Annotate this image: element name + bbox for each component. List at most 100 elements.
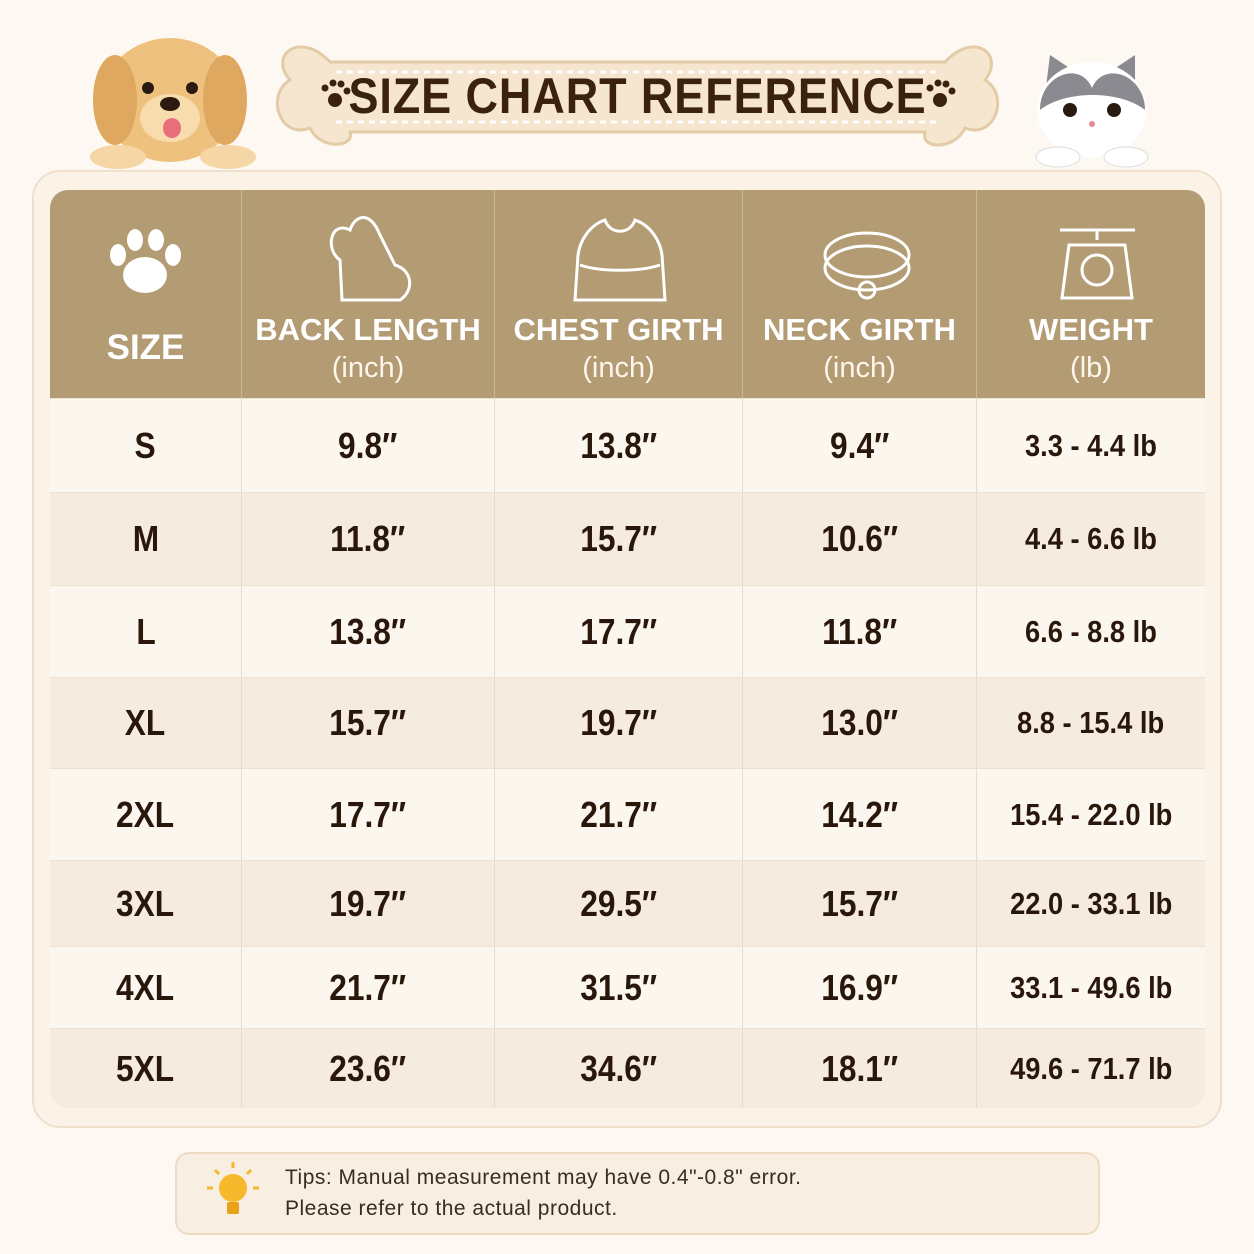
cell-text: 22.0 - 33.1 lb [1009, 885, 1173, 921]
tips-box [175, 1152, 1100, 1235]
table-cell: 19.7″ [242, 861, 495, 946]
dog-icon [329, 216, 411, 302]
paw-icon [110, 229, 181, 293]
cell-text: 4XL [116, 966, 175, 1008]
table-cell: 17.7″ [495, 586, 743, 677]
table-cell: 13.8″ [242, 586, 495, 677]
table-cell: 5XL [50, 1029, 242, 1108]
table-cell: 22.0 - 33.1 lb [977, 861, 1205, 946]
table-cell: 15.7″ [743, 861, 977, 946]
tip-line: Tips: Manual measurement may have 0.4"-0… [285, 1166, 802, 1189]
cell-text: 13.8″ [580, 424, 657, 466]
table-cell: 15.7″ [242, 678, 495, 768]
table-cell: 34.6″ [495, 1029, 743, 1108]
cell-text: 6.6 - 8.8 lb [1025, 613, 1157, 649]
dog-illustration [90, 38, 256, 169]
table-cell: 9.8″ [242, 399, 495, 492]
table-row: XL 15.7″ 19.7″ 13.0″ 8.8 - 15.4 lb [50, 677, 1205, 768]
table-cell: 23.6″ [242, 1029, 495, 1108]
cell-text: 19.7″ [580, 702, 657, 743]
size-table: SIZE BACK LENGTH (inch) CHEST GIRTH (inch) NE… [50, 190, 1205, 1108]
table-cell: 29.5″ [495, 861, 743, 946]
cell-text: 15.7″ [329, 702, 407, 743]
cell-text: M [132, 518, 159, 559]
cell-text: 49.6 - 71.7 lb [1009, 1050, 1173, 1086]
cell-text: 16.9″ [821, 966, 898, 1008]
table-row: S 9.8″ 13.8″ 9.4″ 3.3 - 4.4 lb [50, 398, 1205, 492]
table-cell: 18.1″ [743, 1029, 977, 1108]
table-cell: 2XL [50, 769, 242, 860]
table-cell: M [50, 493, 242, 585]
header-unit: (inch) [331, 352, 405, 384]
table-cell: 15.4 - 22.0 lb [977, 769, 1205, 860]
cell-text: 33.1 - 49.6 lb [1009, 969, 1173, 1005]
cell-text: 21.7″ [329, 966, 407, 1008]
table-cell: 16.9″ [743, 947, 977, 1028]
cell-text: 18.1″ [821, 1047, 898, 1089]
cell-text: 14.2″ [821, 793, 898, 835]
cell-text: S [134, 424, 157, 466]
cell-text: 9.8″ [338, 424, 398, 466]
cell-text: 15.7″ [821, 882, 898, 924]
cell-text: 3.3 - 4.4 lb [1025, 427, 1157, 463]
table-cell: 3.3 - 4.4 lb [977, 399, 1205, 492]
cell-text: 15.4 - 22.0 lb [1009, 796, 1173, 832]
cell-text: 31.5″ [580, 966, 657, 1008]
header-cell: CHEST GIRTH (inch) [495, 190, 743, 398]
cell-text: 17.7″ [580, 610, 657, 652]
cell-text: 2XL [116, 793, 175, 835]
header-unit: (inch) [582, 352, 655, 384]
table-cell: 17.7″ [242, 769, 495, 860]
cell-text: 13.8″ [329, 610, 407, 652]
table-row: M 11.8″ 15.7″ 10.6″ 4.4 - 6.6 lb [50, 492, 1205, 585]
cell-text: 11.8″ [330, 518, 406, 559]
cell-text: 15.7″ [580, 518, 657, 559]
table-row: 5XL 23.6″ 34.6″ 18.1″ 49.6 - 71.7 lb [50, 1028, 1205, 1108]
table-cell: 33.1 - 49.6 lb [977, 947, 1205, 1028]
header-cell: WEIGHT (lb) [977, 190, 1205, 398]
header-title: BACK LENGTH [255, 312, 481, 347]
tip-line: Please refer to the actual product. [285, 1197, 618, 1220]
cell-text: 29.5″ [580, 882, 657, 924]
torso-icon [573, 218, 667, 302]
table-cell: 9.4″ [743, 399, 977, 492]
table-cell: XL [50, 678, 242, 768]
table-cell: 10.6″ [743, 493, 977, 585]
cell-text: XL [125, 702, 166, 743]
paw-icons [321, 79, 956, 107]
header-title: CHEST GIRTH [513, 312, 724, 347]
table-row: 4XL 21.7″ 31.5″ 16.9″ 33.1 - 49.6 lb [50, 946, 1205, 1028]
header-title: NECK GIRTH [763, 312, 956, 347]
header-cell: BACK LENGTH (inch) [242, 190, 495, 398]
cell-text: 19.7″ [329, 882, 407, 924]
table-cell: 11.8″ [242, 493, 495, 585]
table-cell: 6.6 - 8.8 lb [977, 586, 1205, 677]
table-cell: 11.8″ [743, 586, 977, 677]
table-cell: 14.2″ [743, 769, 977, 860]
header-title: SIZE [106, 328, 185, 367]
table-cell: 21.7″ [495, 769, 743, 860]
table-cell: 4.4 - 6.6 lb [977, 493, 1205, 585]
header-icons [110, 216, 1135, 302]
cell-text: 23.6″ [329, 1047, 407, 1089]
cell-text: 3XL [116, 882, 175, 924]
table-cell: 13.0″ [743, 678, 977, 768]
table-cell: 13.8″ [495, 399, 743, 492]
cell-text: 8.8 - 15.4 lb [1017, 705, 1165, 740]
table-row: L 13.8″ 17.7″ 11.8″ 6.6 - 8.8 lb [50, 585, 1205, 677]
table-cell: 15.7″ [495, 493, 743, 585]
table-cell: L [50, 586, 242, 677]
cell-text: 11.8″ [821, 610, 898, 652]
scale-icon [1060, 228, 1135, 300]
cell-text: 17.7″ [329, 793, 407, 835]
header-cell: NECK GIRTH (inch) [743, 190, 977, 398]
table-cell: 21.7″ [242, 947, 495, 1028]
header-unit: (lb) [1070, 352, 1112, 384]
cell-text: 5XL [116, 1047, 175, 1089]
cell-text: 9.4″ [829, 424, 890, 466]
cell-text: 13.0″ [821, 702, 898, 743]
header-cell: SIZE [50, 190, 242, 398]
cell-text: 4.4 - 6.6 lb [1025, 521, 1157, 556]
table-cell: 8.8 - 15.4 lb [977, 678, 1205, 768]
